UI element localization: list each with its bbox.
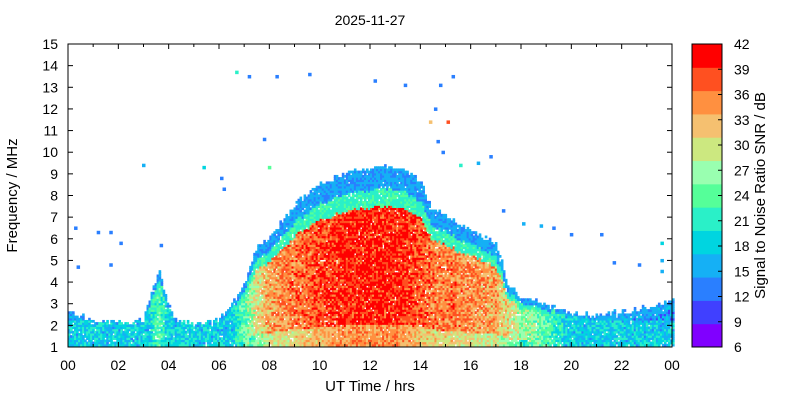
- heatmap-layer: [68, 71, 675, 347]
- heatmap-cell: [183, 320, 186, 323]
- heatmap-cell: [161, 279, 164, 282]
- heatmap-cell: [175, 318, 178, 321]
- heatmap-cell: [215, 318, 218, 321]
- heatmap-cell: [82, 313, 85, 316]
- heatmap-cell: [171, 311, 174, 314]
- heatmap-cell: [106, 320, 109, 323]
- heatmap-cell: [169, 305, 172, 308]
- heatmap-cell: [138, 318, 141, 321]
- heatmap-cell: [159, 270, 162, 273]
- heatmap-cell: [187, 320, 190, 323]
- heatmap-cell: [191, 322, 194, 325]
- heatmap-cell: [209, 320, 212, 323]
- heatmap-cell: [165, 294, 168, 297]
- heatmap-cell: [72, 311, 75, 314]
- heatmap-cell: [300, 197, 303, 200]
- heatmap-cell: [163, 290, 166, 293]
